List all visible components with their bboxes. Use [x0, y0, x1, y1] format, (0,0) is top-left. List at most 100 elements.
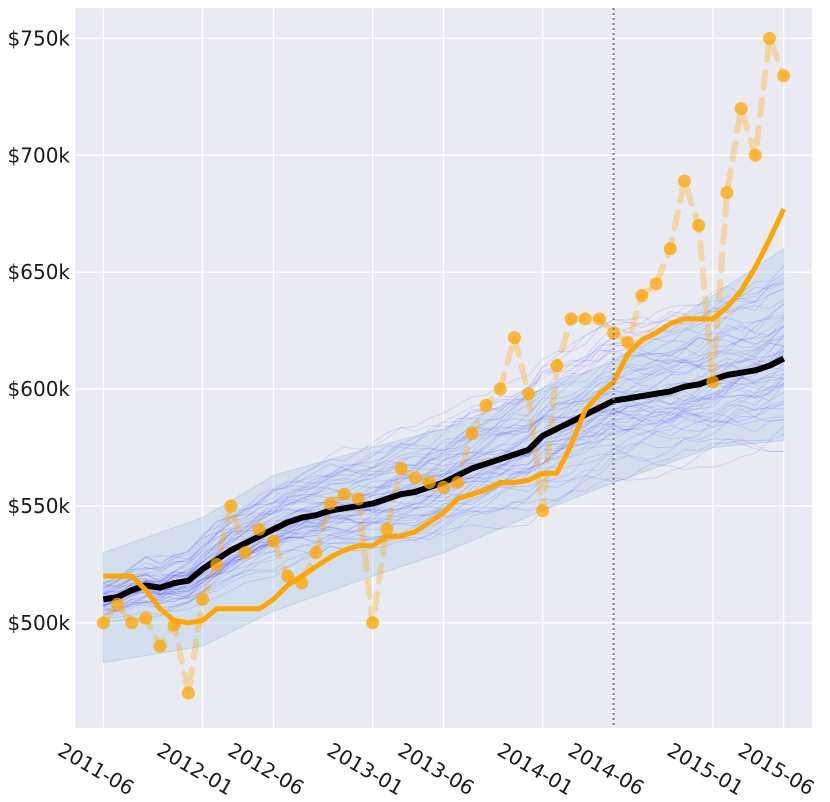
- observed-point: [408, 471, 422, 485]
- sample-path: [103, 351, 784, 604]
- sample-path: [103, 338, 784, 598]
- sample-path: [103, 408, 784, 605]
- observed-point: [394, 462, 408, 476]
- sample-path: [103, 375, 784, 585]
- observed-point: [748, 148, 762, 162]
- x-tick-label: 2014-01: [493, 738, 577, 801]
- sample-path: [103, 324, 785, 600]
- observed-point: [479, 398, 493, 412]
- sample-path: [103, 288, 784, 584]
- observed-point: [706, 375, 720, 389]
- sample-path: [103, 326, 784, 589]
- observed-point: [266, 534, 280, 548]
- x-tick-label: 2013-01: [323, 738, 407, 801]
- observed-point: [167, 618, 181, 632]
- observed-point: [337, 487, 351, 501]
- observed-point: [621, 335, 635, 349]
- x-tick-label: 2015-06: [734, 738, 818, 801]
- sample-path: [103, 299, 784, 590]
- sample-path: [103, 403, 784, 612]
- sample-path: [103, 317, 784, 585]
- sample-path: [103, 407, 784, 616]
- observed-point: [224, 499, 238, 513]
- observed-point: [437, 480, 450, 494]
- y-tick-label: $600k: [8, 377, 71, 401]
- y-tick-label: $700k: [8, 143, 71, 167]
- y-tick-labels: $500k $550k $600k $650k $700k $750k: [8, 26, 71, 634]
- uncertainty-band: [102, 247, 785, 664]
- sample-path: [103, 273, 784, 623]
- sample-path: [103, 438, 784, 615]
- x-tick-label: 2012-01: [153, 738, 237, 801]
- observed-point: [323, 497, 337, 511]
- observed-point: [777, 69, 791, 83]
- sample-path: [103, 303, 785, 588]
- sample-path: [103, 282, 784, 603]
- observed-point: [351, 492, 365, 506]
- observed-point: [210, 557, 224, 571]
- y-tick-label: $500k: [8, 611, 71, 635]
- observed-point: [422, 476, 436, 490]
- observed-point: [96, 616, 110, 630]
- band-area: [102, 247, 785, 664]
- x-tick-label: 2014-06: [564, 738, 648, 801]
- sample-path: [103, 265, 785, 593]
- observed-point: [663, 242, 677, 256]
- sample-path: [103, 353, 784, 606]
- observed-point: [762, 31, 776, 45]
- sample-path: [103, 342, 784, 613]
- sample-path: [103, 349, 785, 589]
- sample-path: [103, 382, 784, 611]
- x-tick-label: 2011-06: [54, 738, 138, 801]
- observed-point: [649, 277, 663, 291]
- smoothed-line: [103, 207, 786, 626]
- observed-point: [295, 576, 309, 590]
- sample-path: [103, 383, 785, 617]
- observed-point: [635, 289, 649, 303]
- sample-path: [103, 334, 784, 595]
- sample-path: [103, 400, 784, 599]
- sample-path: [103, 346, 785, 598]
- observed-point: [238, 546, 252, 560]
- x-tick-label: 2015-01: [663, 738, 747, 801]
- x-tick-label: 2012-06: [224, 738, 308, 801]
- observed-point: [578, 312, 592, 326]
- observed-point: [720, 186, 734, 200]
- sample-path: [103, 318, 785, 604]
- observed-point: [564, 312, 578, 326]
- observed-point: [366, 616, 380, 630]
- sample-path: [103, 342, 784, 615]
- observed-point: [380, 522, 394, 536]
- sample-path: [103, 353, 784, 612]
- observed-point: [309, 546, 323, 560]
- sample-path: [103, 373, 785, 602]
- observed-point: [592, 312, 606, 326]
- sample-path: [103, 361, 784, 590]
- sample-path: [103, 404, 784, 595]
- sample-path: [103, 326, 785, 606]
- observed-points: [96, 31, 791, 700]
- observed-point: [734, 102, 748, 116]
- observed-point: [181, 686, 195, 700]
- sample-path: [103, 425, 785, 619]
- observed-point: [139, 611, 153, 625]
- x-tick-label: 2013-06: [394, 738, 478, 801]
- observed-point: [522, 387, 536, 401]
- sample-path: [103, 385, 784, 598]
- sample-path: [103, 280, 784, 594]
- observed-point: [281, 569, 295, 583]
- y-tick-label: $750k: [8, 26, 71, 50]
- observed-point: [252, 522, 266, 536]
- observed-point: [153, 639, 167, 653]
- observed-point: [125, 616, 139, 630]
- observed-point: [536, 504, 550, 518]
- y-tick-label: $650k: [8, 260, 71, 284]
- sample-path: [103, 282, 784, 592]
- observed-point: [507, 331, 521, 345]
- observed-point: [677, 174, 691, 188]
- observed-point: [493, 382, 507, 396]
- observed-point: [111, 597, 125, 611]
- observed-point: [196, 592, 210, 606]
